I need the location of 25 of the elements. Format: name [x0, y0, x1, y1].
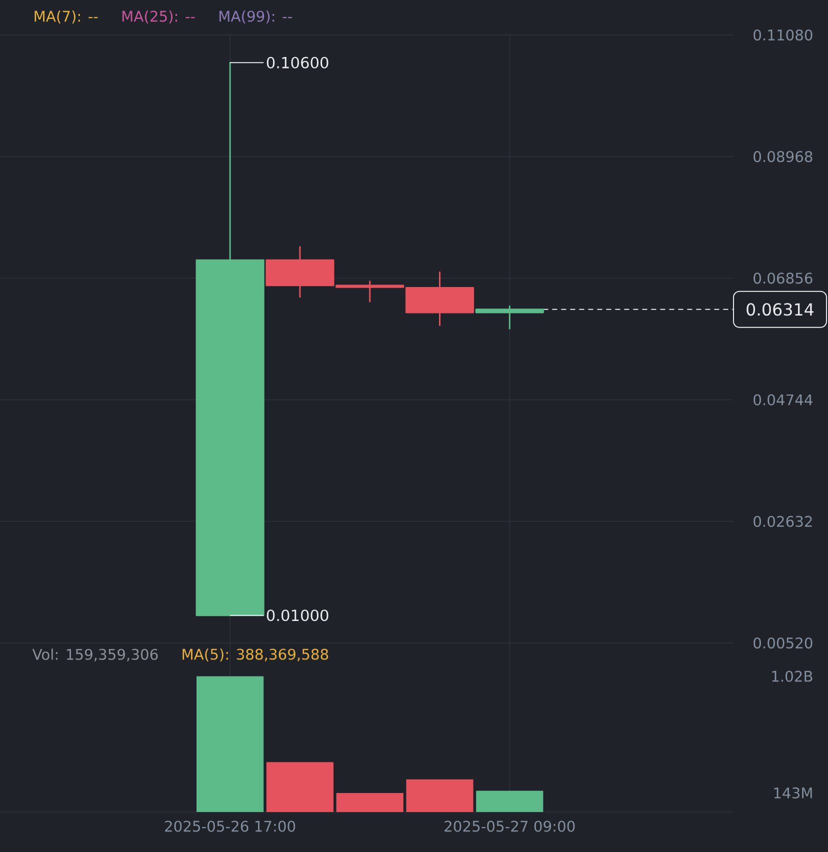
y-tick-label: 0.04744 [754, 394, 812, 406]
ref-line-label: 0.06314 [746, 303, 814, 316]
y-tick-label: 0.06856 [754, 272, 812, 284]
text: MA(7): -- [34, 10, 98, 24]
candlestick [196, 62, 264, 616]
x-tick-label: 2025-05-26 17:00 [165, 820, 296, 832]
y-tick-label: 143M [774, 787, 812, 799]
bar [476, 790, 544, 812]
y-tick-label: 0.11080 [754, 29, 812, 41]
text: MA(25): -- [122, 10, 195, 24]
text: MA(99): -- [220, 10, 292, 24]
annotation: 0.10600 [266, 56, 328, 68]
bar [196, 676, 264, 812]
candlestick [475, 305, 544, 330]
y-tick-label: 0.02632 [754, 516, 812, 527]
y-tick-label: 0.08968 [754, 151, 812, 162]
bar [406, 779, 474, 812]
annotation: 0.01000 [266, 610, 328, 622]
bar [266, 762, 334, 812]
bar [336, 792, 404, 812]
y-tick-label: 0.00520 [754, 637, 812, 649]
annotation: Vol: 159,359,306 [32, 648, 158, 662]
y-tick-label: 1.02B [772, 670, 812, 682]
x-tick-label: 2025-05-27 09:00 [444, 820, 575, 832]
annotation: MA(5): 388,369,588 [182, 648, 328, 662]
